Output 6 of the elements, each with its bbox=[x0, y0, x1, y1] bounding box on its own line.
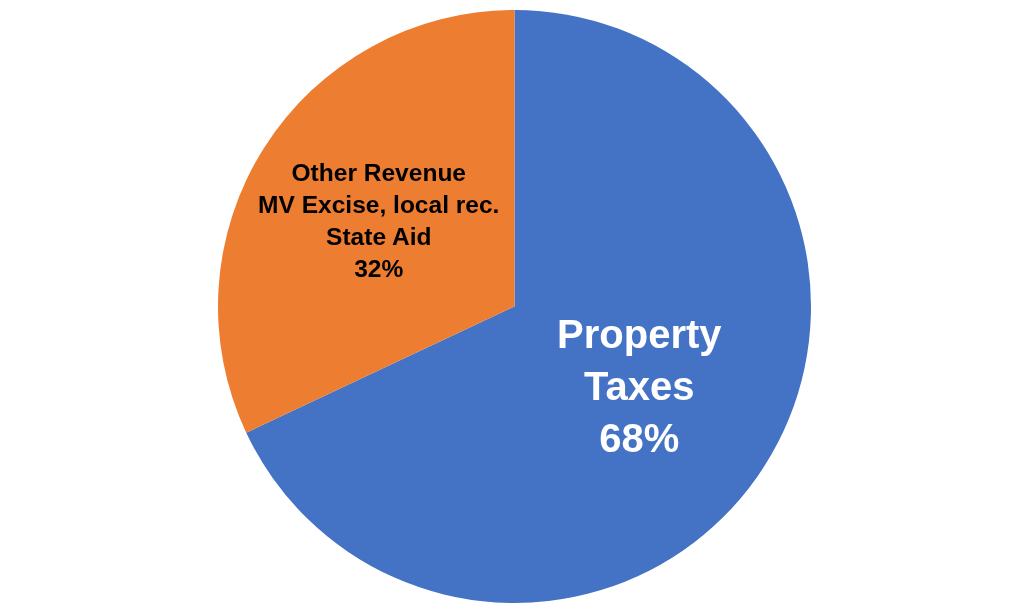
pie-slice bbox=[218, 10, 515, 433]
pie-slice bbox=[246, 10, 811, 603]
slice-label: Property Taxes bbox=[557, 311, 723, 408]
data-label: 68% bbox=[599, 415, 680, 460]
data-label: 32% bbox=[354, 254, 404, 282]
slice-label: Other Revenue MV Excise, local rec. State Aid bbox=[258, 158, 500, 250]
